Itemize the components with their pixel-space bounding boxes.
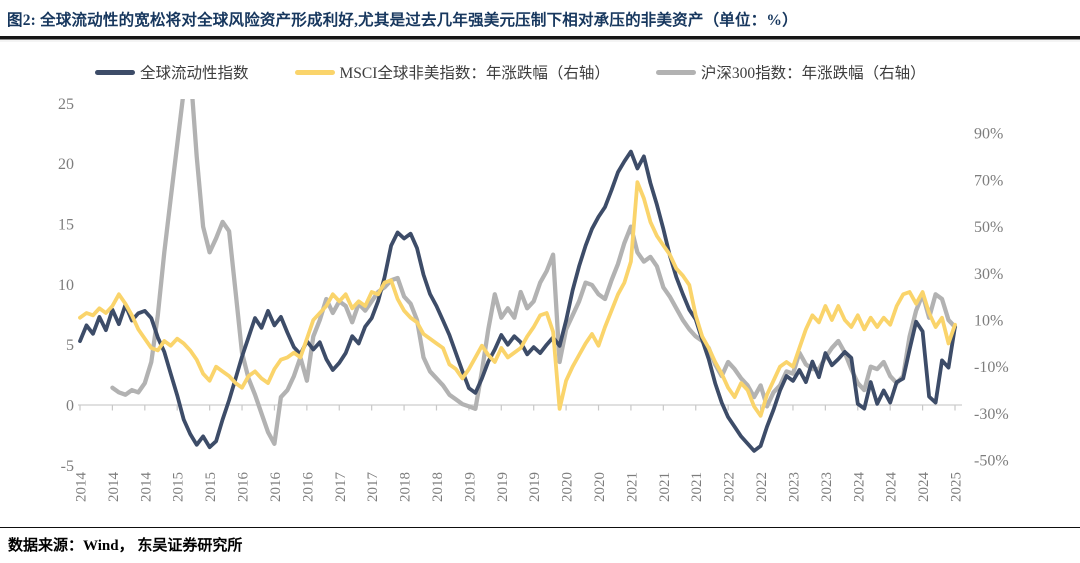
x-axis-label: 2016 — [236, 472, 252, 503]
x-axis-label: 2014 — [106, 472, 122, 503]
left-axis-label: 20 — [58, 156, 74, 173]
data-source: 数据来源：Wind， 东吴证券研究所 — [8, 538, 243, 554]
x-axis-label: 2019 — [495, 472, 511, 502]
left-axis-label: 15 — [58, 217, 74, 234]
x-axis-label: 2025 — [949, 472, 965, 502]
left-axis-label: 10 — [58, 277, 74, 294]
right-axis-label: 10% — [974, 313, 1003, 330]
figure-title: 图2: 全球流动性的宽松将对全球风险资产形成利好,尤其是过去几年强美元压制下相对… — [7, 12, 798, 29]
x-axis-label: 2023 — [786, 472, 802, 502]
right-axis-label: 30% — [974, 266, 1003, 283]
x-axis-label: 2024 — [916, 472, 932, 503]
footer-divider — [0, 527, 1080, 528]
x-axis-label: 2022 — [754, 472, 770, 502]
x-axis-label: 2016 — [268, 472, 284, 503]
x-axis-label: 2019 — [527, 472, 543, 502]
left-axis-label: -5 — [61, 458, 74, 475]
legend-item-csi300: 沪深300指数：年涨跌幅（右轴） — [655, 61, 926, 83]
right-axis-label: 50% — [974, 219, 1003, 236]
x-axis-label: 2024 — [884, 472, 900, 503]
legend-label-msci-ex-us: MSCI全球非美指数：年涨跌幅（右轴） — [339, 65, 610, 82]
legend-label-global-liquidity: 全球流动性指数 — [140, 65, 249, 82]
chart-legend: 全球流动性指数 MSCI全球非美指数：年涨跌幅（右轴） 沪深300指数：年涨跌幅… — [95, 61, 926, 83]
x-axis-label: 2020 — [560, 472, 576, 502]
x-axis-label: 2014 — [138, 472, 154, 503]
x-axis-label: 2017 — [333, 472, 349, 503]
x-axis-label: 2018 — [398, 472, 414, 502]
right-axis-label: 70% — [974, 172, 1003, 189]
left-axis-label: 25 — [58, 96, 74, 113]
x-axis-label: 2019 — [462, 472, 478, 502]
legend-swatch-csi300 — [655, 69, 696, 75]
left-axis-label: 0 — [66, 398, 74, 415]
x-axis-label: 2015 — [203, 472, 219, 502]
x-axis-label: 2024 — [851, 472, 867, 503]
x-axis-label: 2023 — [819, 472, 835, 502]
legend-swatch-global-liquidity — [95, 69, 135, 75]
right-axis-label: -30% — [974, 406, 1009, 423]
legend-swatch-msci-ex-us — [294, 69, 335, 75]
left-axis-label: 5 — [66, 337, 74, 354]
x-axis-label: 2016 — [300, 472, 316, 503]
x-axis-label: 2014 — [74, 472, 90, 503]
right-axis-label: 90% — [974, 126, 1003, 143]
x-axis-label: 2017 — [365, 472, 381, 503]
x-axis-label: 2015 — [171, 472, 187, 502]
x-axis-label: 2018 — [430, 472, 446, 502]
x-axis-label: 2022 — [722, 472, 738, 502]
x-axis-label: 2021 — [624, 472, 640, 502]
global-liquidity-index-line — [78, 149, 957, 453]
x-axis-label: 2021 — [657, 472, 673, 502]
legend-item-global-liquidity: 全球流动性指数 — [95, 61, 249, 83]
legend-label-csi300: 沪深300指数：年涨跌幅（右轴） — [700, 65, 926, 82]
legend-item-msci-ex-us: MSCI全球非美指数：年涨跌幅（右轴） — [294, 61, 610, 83]
x-axis-label: 2020 — [592, 472, 608, 502]
right-axis-label: -50% — [974, 453, 1009, 470]
msci-acwi-ex-us-line — [78, 180, 957, 418]
x-axis-label: 2021 — [689, 472, 705, 502]
right-axis-label: -10% — [974, 359, 1009, 376]
title-divider — [0, 36, 1080, 40]
